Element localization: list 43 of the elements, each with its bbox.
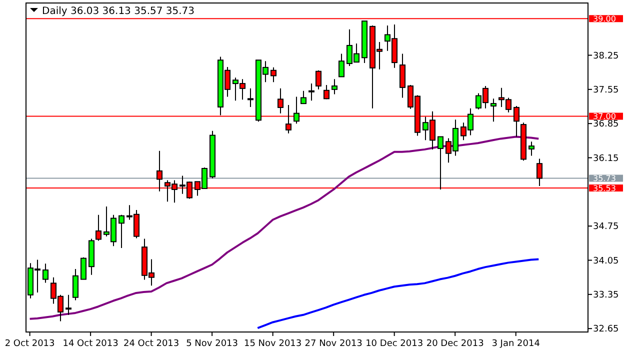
candlestick [248, 88, 254, 108]
ref-line-label: 37.00 [593, 112, 616, 122]
x-tick-label: 20 Dec 2013 [426, 339, 484, 349]
candlestick [338, 53, 344, 78]
x-tick-label: 14 Oct 2013 [62, 339, 118, 349]
candlestick [490, 98, 496, 122]
x-tick-label: 10 Dec 2013 [366, 339, 424, 349]
y-tick-label: 33.35 [593, 290, 619, 301]
x-tick-label: 3 Jan 2014 [492, 339, 540, 349]
y-tick-label: 34.75 [593, 222, 619, 232]
x-tick-label: 15 Nov 2013 [244, 339, 302, 349]
y-tick-label: 37.55 [593, 86, 619, 96]
candlestick [270, 66, 276, 83]
y-tick-label: 36.85 [593, 120, 619, 130]
candlestick [316, 70, 322, 90]
candlestick [96, 214, 102, 242]
y-tick-label: 38.25 [593, 51, 619, 62]
x-tick-label: 2 Oct 2013 [4, 339, 55, 349]
y-tick-label: 36.15 [593, 154, 619, 164]
y-tick-label: 32.65 [593, 324, 619, 335]
ref-line-label: 39.00 [593, 14, 616, 24]
candlestick [118, 214, 124, 249]
candlestick [278, 88, 284, 114]
candlestick [528, 141, 534, 156]
ref-line-label: 35.73 [593, 174, 616, 184]
candlestick [294, 96, 300, 124]
candlestick [66, 294, 72, 316]
y-tick-label: 34.05 [593, 256, 619, 266]
candlestick [300, 90, 306, 104]
chart-title: Daily 36.03 36.13 35.57 35.73 [42, 6, 195, 17]
line-series [256, 258, 540, 330]
ref-line-label: 35.53 [593, 184, 616, 193]
candlestick [42, 263, 48, 284]
x-tick-label: 24 Oct 2013 [123, 339, 180, 349]
candlestick [324, 84, 330, 100]
x-tick-label: 27 Nov 2013 [304, 339, 362, 349]
candlestick [438, 136, 444, 190]
candlestick [308, 83, 314, 102]
candlestick [332, 78, 338, 95]
candlestick [72, 268, 78, 301]
candlestick [400, 53, 406, 98]
x-tick-label: 5 Nov 2013 [186, 339, 238, 349]
candlestick [80, 256, 86, 280]
